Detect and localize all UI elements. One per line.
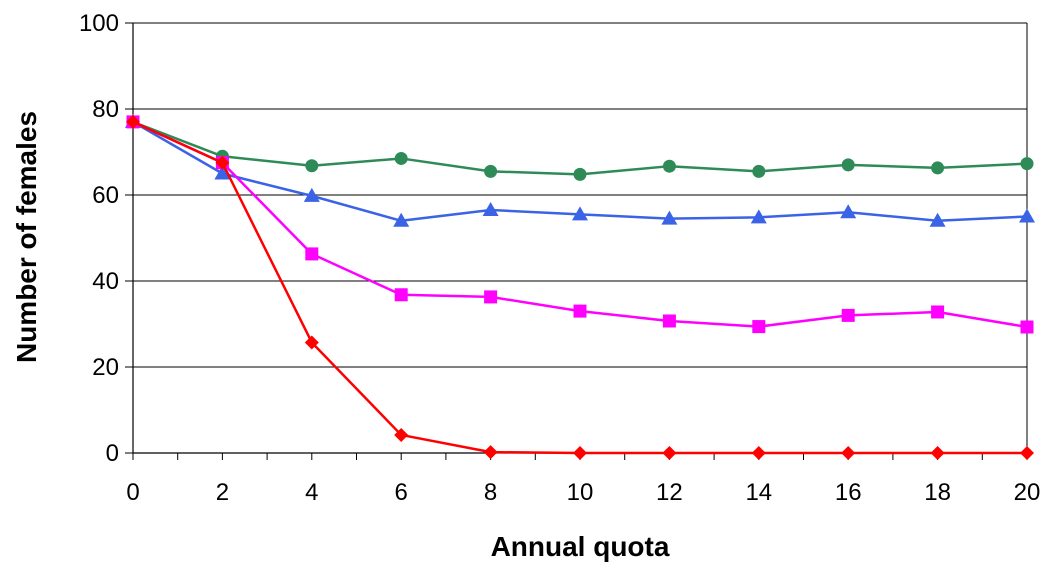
data-point: [840, 204, 857, 219]
data-point: [573, 304, 587, 318]
data-point: [752, 164, 766, 178]
data-point: [305, 159, 319, 173]
data-point: [303, 187, 320, 202]
x-tick-label: 8: [484, 479, 497, 506]
data-point: [305, 247, 319, 261]
series-triangle: [125, 113, 1035, 227]
x-tick-label: 20: [1014, 479, 1041, 506]
data-point: [750, 209, 767, 224]
y-tick-label: 40: [92, 268, 119, 295]
data-point: [1020, 320, 1034, 334]
data-point: [573, 446, 587, 460]
x-tick-label: 6: [395, 479, 408, 506]
data-point: [483, 445, 498, 460]
data-point: [662, 446, 677, 460]
x-tick-label: 12: [656, 479, 683, 506]
data-point: [484, 290, 498, 304]
series-square: [126, 115, 1034, 334]
data-point: [841, 446, 856, 460]
x-tick-label: 16: [835, 479, 862, 506]
series-group: [125, 113, 1035, 460]
data-point: [393, 212, 410, 227]
y-tick-labels: 0 20 40 60 80 100: [79, 10, 119, 467]
data-point: [214, 165, 231, 180]
data-point: [394, 151, 408, 165]
x-tick-label: 4: [305, 479, 318, 506]
data-point: [482, 202, 499, 217]
data-point: [484, 164, 498, 178]
data-point: [572, 206, 588, 221]
data-point: [752, 320, 766, 334]
data-point: [215, 155, 230, 170]
x-tick-label: 0: [126, 479, 139, 506]
x-tick-label: 14: [745, 479, 772, 506]
y-tick-label: 100: [79, 10, 119, 37]
data-point: [662, 159, 676, 173]
y-tick-label: 80: [92, 96, 119, 123]
y-tick-label: 60: [92, 182, 119, 209]
data-point: [1020, 446, 1034, 460]
y-axis-title: Number of females: [11, 111, 42, 363]
series-line: [132, 120, 1028, 176]
data-point: [1019, 208, 1035, 223]
x-tick-label: 18: [924, 479, 951, 506]
data-point: [841, 158, 855, 172]
data-point: [751, 446, 766, 460]
data-point: [126, 114, 140, 129]
y-tick-label: 20: [92, 354, 119, 381]
data-point: [662, 314, 676, 328]
data-point: [841, 308, 855, 322]
x-axis-title: Annual quota: [491, 531, 670, 562]
data-point: [1020, 157, 1034, 171]
data-point: [394, 427, 409, 442]
x-tick-label: 10: [567, 479, 594, 506]
data-point: [304, 335, 319, 350]
x-tick-labels: 0 2 4 6 8 10 12 14 16 18 20: [126, 479, 1040, 506]
data-point: [929, 212, 946, 227]
data-point: [394, 288, 408, 302]
data-point: [931, 161, 945, 175]
data-point: [931, 305, 945, 319]
x-tick-label: 2: [216, 479, 229, 506]
data-point: [930, 446, 945, 460]
y-tick-label: 0: [106, 440, 119, 467]
series-line: [132, 120, 1028, 329]
series-diamond: [126, 114, 1034, 460]
data-point: [661, 210, 678, 225]
data-point: [573, 167, 587, 181]
series-circle: [126, 115, 1034, 181]
